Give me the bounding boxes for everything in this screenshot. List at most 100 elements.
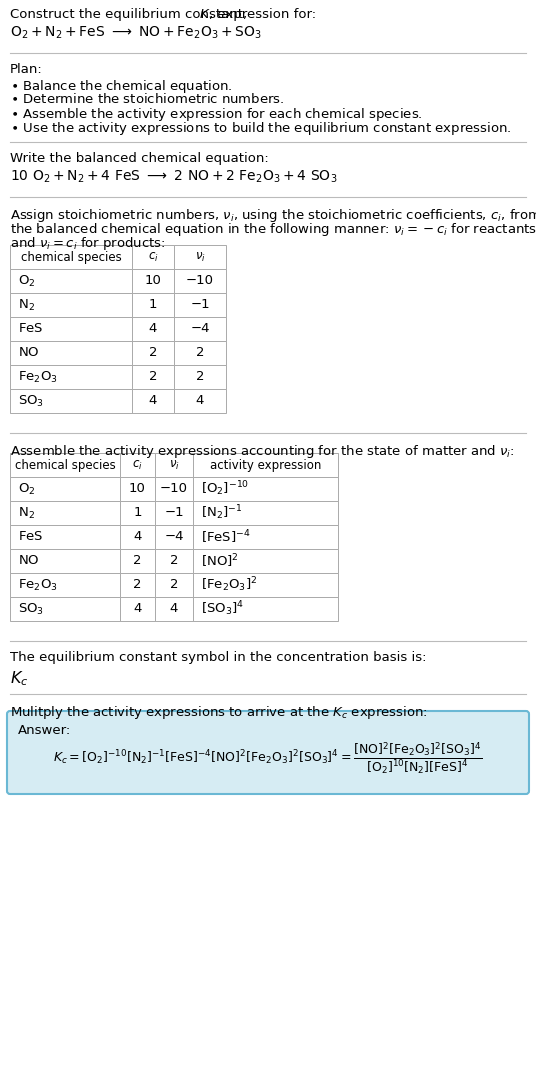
Bar	[10, 317, 132, 341]
Text: $\mathrm{10\ O_2 + N_2 + 4\ FeS\ \longrightarrow\ 2\ NO + 2\ Fe_2O_3 + 4\ SO_3}$: $\mathrm{10\ O_2 + N_2 + 4\ FeS\ \longri…	[10, 169, 338, 185]
Text: activity expression: activity expression	[210, 458, 321, 471]
Text: $\nu_i$: $\nu_i$	[169, 458, 180, 471]
Text: 4: 4	[149, 323, 157, 336]
Text: −1: −1	[190, 299, 210, 312]
Text: $K$: $K$	[199, 8, 211, 21]
Text: 2: 2	[170, 578, 178, 591]
Text: $\mathrm{SO_3}$: $\mathrm{SO_3}$	[18, 393, 44, 408]
Bar	[155, 597, 193, 621]
Bar	[120, 477, 155, 501]
Bar	[120, 525, 155, 549]
Text: Plan:: Plan:	[10, 63, 43, 76]
Text: 2: 2	[149, 370, 157, 383]
Text: 4: 4	[196, 394, 204, 407]
Text: $c_i$: $c_i$	[132, 458, 143, 471]
Text: −1: −1	[164, 507, 184, 520]
Text: 10: 10	[129, 483, 146, 496]
Bar	[155, 477, 193, 501]
Text: Answer:: Answer:	[18, 725, 71, 738]
Text: , expression for:: , expression for:	[209, 8, 316, 21]
Bar	[132, 245, 174, 269]
Text: $[\mathrm{SO_3}]^{4}$: $[\mathrm{SO_3}]^{4}$	[201, 600, 244, 618]
Bar	[132, 269, 174, 293]
Bar	[10, 501, 120, 525]
Bar	[132, 389, 174, 413]
Text: 4: 4	[170, 602, 178, 615]
Bar	[174, 269, 226, 293]
Text: 4: 4	[149, 394, 157, 407]
Text: Assemble the activity expressions accounting for the state of matter and $\nu_i$: Assemble the activity expressions accoun…	[10, 443, 515, 460]
Text: 10: 10	[145, 274, 161, 287]
Bar	[120, 549, 155, 573]
Text: $\bullet$ Balance the chemical equation.: $\bullet$ Balance the chemical equation.	[10, 78, 233, 95]
Text: $\mathrm{N_2}$: $\mathrm{N_2}$	[18, 506, 35, 521]
Bar	[10, 573, 120, 597]
Text: $\mathrm{SO_3}$: $\mathrm{SO_3}$	[18, 601, 44, 616]
Text: $[\mathrm{NO}]^{2}$: $[\mathrm{NO}]^{2}$	[201, 552, 239, 570]
Text: 4: 4	[133, 602, 142, 615]
Text: Assign stoichiometric numbers, $\nu_i$, using the stoichiometric coefficients, $: Assign stoichiometric numbers, $\nu_i$, …	[10, 207, 536, 224]
Bar	[10, 389, 132, 413]
Bar	[155, 573, 193, 597]
Bar	[132, 365, 174, 389]
Text: 2: 2	[133, 578, 142, 591]
Text: −4: −4	[164, 531, 184, 544]
Text: $\mathrm{N_2}$: $\mathrm{N_2}$	[18, 298, 35, 313]
Text: $\mathrm{O_2}$: $\mathrm{O_2}$	[18, 482, 35, 496]
Bar	[10, 341, 132, 365]
Text: $\nu_i$: $\nu_i$	[195, 250, 205, 263]
Text: −10: −10	[186, 274, 214, 287]
Text: $\mathrm{Fe_2O_3}$: $\mathrm{Fe_2O_3}$	[18, 369, 58, 384]
Bar	[174, 389, 226, 413]
Text: 1: 1	[149, 299, 157, 312]
Text: $\mathrm{FeS}$: $\mathrm{FeS}$	[18, 531, 43, 544]
Text: Mulitply the activity expressions to arrive at the $K_c$ expression:: Mulitply the activity expressions to arr…	[10, 704, 428, 721]
Bar	[132, 317, 174, 341]
Text: 2: 2	[170, 554, 178, 567]
Bar	[193, 549, 338, 573]
Bar	[174, 245, 226, 269]
Bar	[174, 341, 226, 365]
Text: $\mathrm{O_2}$: $\mathrm{O_2}$	[18, 273, 35, 288]
Bar	[193, 501, 338, 525]
Bar	[193, 597, 338, 621]
Text: the balanced chemical equation in the following manner: $\nu_i = -c_i$ for react: the balanced chemical equation in the fo…	[10, 221, 536, 238]
Text: 2: 2	[196, 347, 204, 360]
Bar	[155, 453, 193, 477]
Bar	[120, 597, 155, 621]
Bar	[155, 549, 193, 573]
Text: 2: 2	[149, 347, 157, 360]
Text: Write the balanced chemical equation:: Write the balanced chemical equation:	[10, 152, 269, 165]
Text: Construct the equilibrium constant,: Construct the equilibrium constant,	[10, 8, 251, 21]
Bar	[120, 501, 155, 525]
Text: $[\mathrm{FeS}]^{-4}$: $[\mathrm{FeS}]^{-4}$	[201, 529, 251, 546]
Text: $c_i$: $c_i$	[147, 250, 158, 263]
Bar	[132, 293, 174, 317]
Text: $[\mathrm{N_2}]^{-1}$: $[\mathrm{N_2}]^{-1}$	[201, 504, 242, 522]
Bar	[193, 477, 338, 501]
Text: $\mathrm{O_2 + N_2 + FeS\ \longrightarrow\ NO + Fe_2O_3 + SO_3}$: $\mathrm{O_2 + N_2 + FeS\ \longrightarro…	[10, 25, 262, 41]
Bar	[120, 453, 155, 477]
Bar	[193, 573, 338, 597]
Text: $\bullet$ Use the activity expressions to build the equilibrium constant express: $\bullet$ Use the activity expressions t…	[10, 120, 511, 138]
Bar	[10, 245, 132, 269]
Bar	[132, 341, 174, 365]
Bar	[10, 549, 120, 573]
Text: chemical species: chemical species	[14, 458, 115, 471]
Text: −10: −10	[160, 483, 188, 496]
Bar	[10, 293, 132, 317]
Text: $\mathrm{NO}$: $\mathrm{NO}$	[18, 554, 40, 567]
Bar	[155, 501, 193, 525]
FancyBboxPatch shape	[7, 712, 529, 794]
Bar	[10, 477, 120, 501]
Text: −4: −4	[190, 323, 210, 336]
Text: 2: 2	[133, 554, 142, 567]
Bar	[174, 317, 226, 341]
Text: $\bullet$ Assemble the activity expression for each chemical species.: $\bullet$ Assemble the activity expressi…	[10, 106, 423, 123]
Bar	[193, 453, 338, 477]
Text: $K_c = [\mathrm{O_2}]^{-10}[\mathrm{N_2}]^{-1}[\mathrm{FeS}]^{-4}[\mathrm{NO}]^2: $K_c = [\mathrm{O_2}]^{-10}[\mathrm{N_2}…	[53, 740, 483, 775]
Text: $[\mathrm{O_2}]^{-10}$: $[\mathrm{O_2}]^{-10}$	[201, 480, 249, 498]
Bar	[120, 573, 155, 597]
Text: $[\mathrm{Fe_2O_3}]^{2}$: $[\mathrm{Fe_2O_3}]^{2}$	[201, 576, 257, 595]
Bar	[10, 597, 120, 621]
